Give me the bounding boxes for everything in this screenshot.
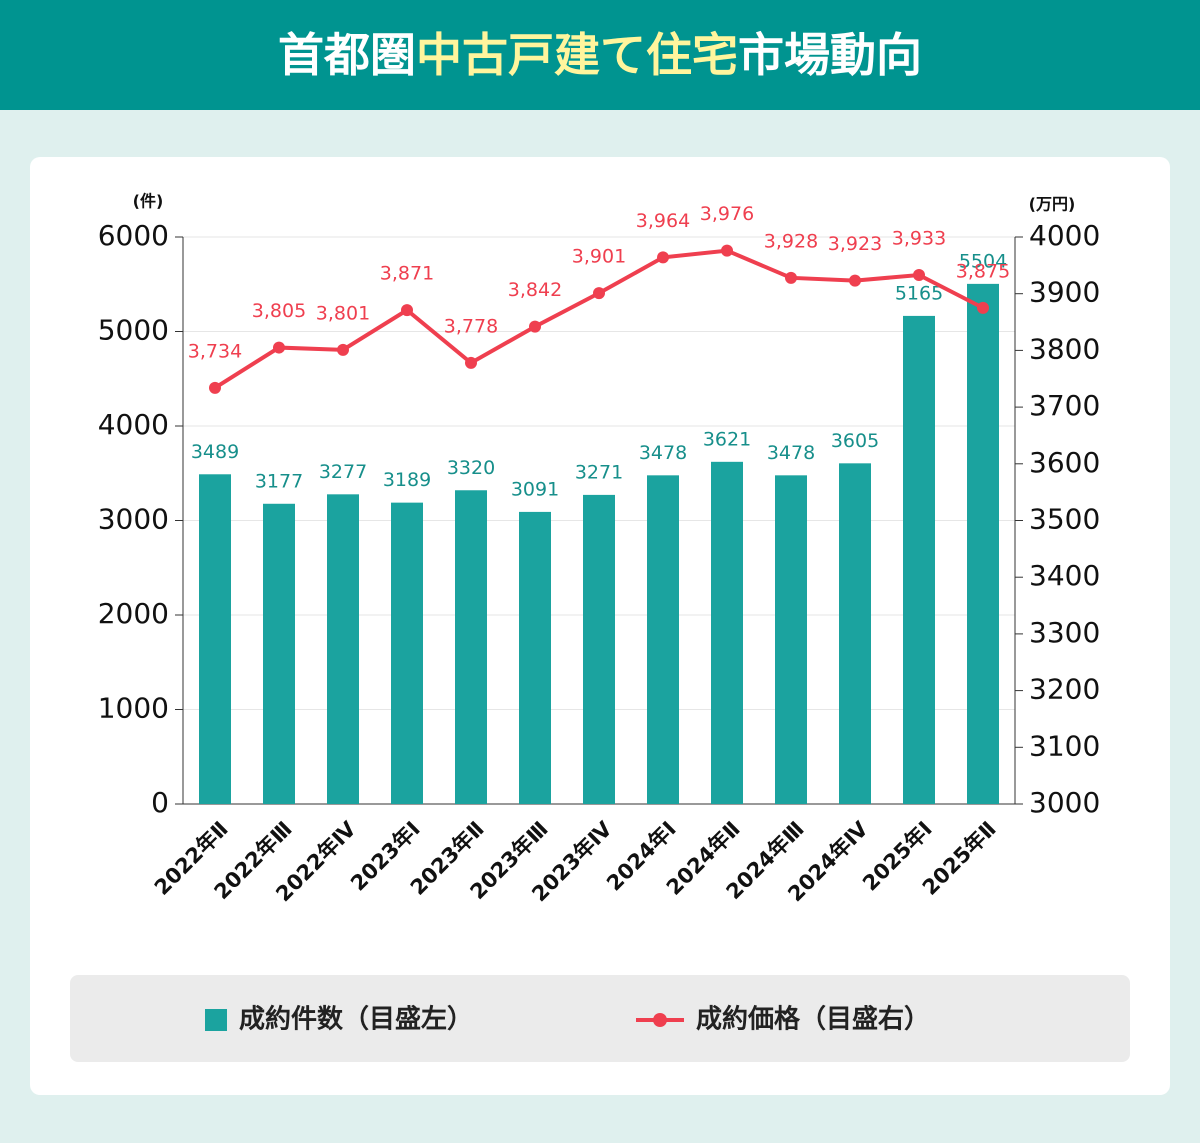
line-point — [977, 301, 989, 314]
bar — [263, 503, 295, 804]
bar-value-label: 3478 — [639, 442, 687, 464]
line-point — [529, 320, 541, 333]
y-tick-label: 0 — [151, 786, 169, 819]
y-tick-label: 6000 — [98, 219, 169, 252]
legend-swatch — [653, 1013, 667, 1027]
bar — [711, 461, 743, 804]
title-part: 中古戸建て住宅 — [416, 28, 738, 82]
line-value-label: 3,875 — [956, 260, 1010, 282]
line-point — [337, 343, 349, 356]
bar-value-label: 3177 — [255, 470, 303, 492]
title-part: 首都圏 — [278, 28, 416, 82]
bar — [647, 475, 679, 804]
bar — [455, 490, 487, 804]
bar-value-label: 3091 — [511, 478, 559, 500]
line-value-label: 3,928 — [764, 230, 818, 252]
bar-value-label: 3621 — [703, 428, 751, 450]
line-value-label: 3,734 — [188, 340, 242, 362]
legend-swatch — [205, 1009, 227, 1031]
bar-value-label: 3489 — [191, 441, 239, 463]
bar — [775, 475, 807, 804]
legend-label: 成約件数（目盛左） — [239, 1004, 473, 1035]
line-value-label: 3,964 — [636, 210, 690, 232]
line-value-label: 3,901 — [572, 246, 626, 268]
title-part: 市場動向 — [738, 28, 922, 82]
y2-tick-label: 3100 — [1029, 729, 1100, 762]
line-point — [465, 356, 477, 369]
bar-value-label: 3478 — [767, 442, 815, 464]
y-tick-label: 4000 — [98, 408, 169, 441]
line-point — [849, 274, 861, 287]
y2-tick-label: 3700 — [1029, 389, 1100, 422]
line-point — [721, 244, 733, 257]
y2-tick-label: 3200 — [1029, 673, 1100, 706]
y2-tick-label: 4000 — [1029, 219, 1100, 252]
bar-value-label: 5504 — [959, 250, 1007, 272]
bar — [903, 315, 935, 804]
y-tick-label: 5000 — [98, 314, 169, 347]
y-tick-label: 2000 — [98, 597, 169, 630]
y2-axis-label: (万円) — [1029, 195, 1076, 214]
bar-value-label: 3189 — [383, 469, 431, 491]
line-value-label: 3,933 — [892, 227, 946, 249]
line-value-label: 3,778 — [444, 315, 498, 337]
line-value-label: 3,871 — [380, 263, 434, 285]
line-point — [209, 381, 221, 394]
line-point — [593, 287, 605, 300]
line-point — [913, 268, 925, 281]
bar — [391, 502, 423, 804]
line-value-label: 3,976 — [700, 203, 754, 225]
line-value-label: 3,923 — [828, 233, 882, 255]
bar-value-label: 3271 — [575, 461, 623, 483]
bar-value-label: 5165 — [895, 282, 943, 304]
bar-value-label: 3320 — [447, 457, 495, 479]
y2-tick-label: 3900 — [1029, 276, 1100, 309]
y2-tick-label: 3800 — [1029, 332, 1100, 365]
y2-tick-label: 3500 — [1029, 503, 1100, 536]
line-point — [785, 271, 797, 284]
line-point — [401, 304, 413, 317]
y-tick-label: 1000 — [98, 692, 169, 725]
y-axis-label: (件) — [133, 192, 164, 211]
bar — [839, 463, 871, 804]
y2-tick-label: 3000 — [1029, 786, 1100, 819]
chart-title: 首都圏中古戸建て住宅市場動向 — [278, 28, 922, 82]
y2-tick-label: 3600 — [1029, 446, 1100, 479]
y2-tick-label: 3400 — [1029, 559, 1100, 592]
legend-box — [70, 975, 1130, 1062]
y2-tick-label: 3300 — [1029, 616, 1100, 649]
line-value-label: 3,805 — [252, 300, 306, 322]
bar-value-label: 3277 — [319, 461, 367, 483]
bar — [967, 283, 999, 804]
line-value-label: 3,842 — [508, 279, 562, 301]
bar — [327, 494, 359, 804]
bar-value-label: 3605 — [831, 430, 879, 452]
line-point — [273, 341, 285, 354]
legend-label: 成約価格（目盛右） — [696, 1004, 930, 1035]
bar — [199, 474, 231, 804]
header — [0, 0, 1200, 110]
bar — [583, 494, 615, 804]
y-tick-label: 3000 — [98, 503, 169, 536]
line-value-label: 3,801 — [316, 302, 370, 324]
bar — [519, 511, 551, 804]
line-point — [657, 251, 669, 264]
